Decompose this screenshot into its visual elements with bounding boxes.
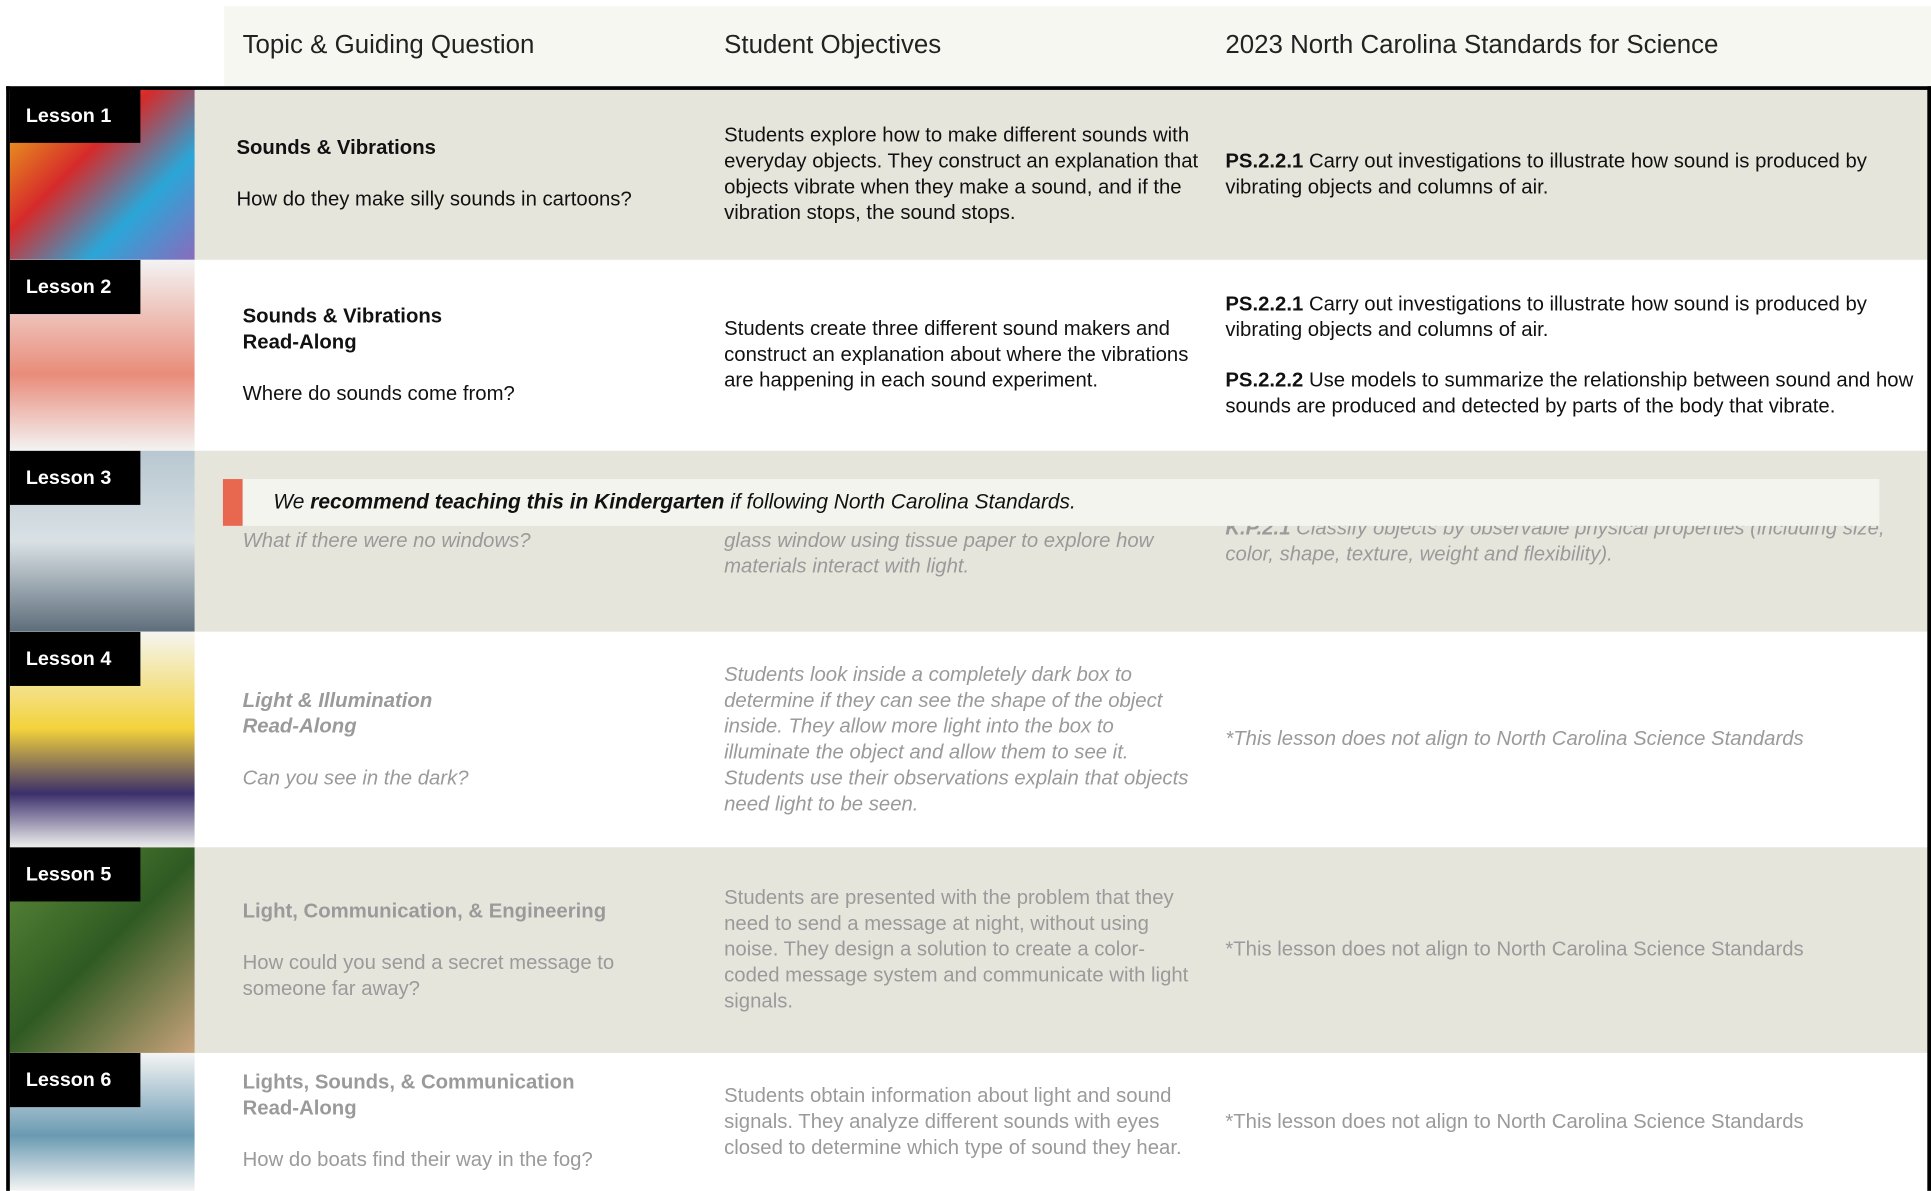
standard: PS.2.2.1 Carry out investigations to ill… <box>1225 148 1915 200</box>
standards-cell: *This lesson does not align to North Car… <box>1225 847 1915 1053</box>
topic-cell: Lights, Sounds, & Communication Read-Alon… <box>243 1053 699 1191</box>
alignment-note: *This lesson does not align to North Car… <box>1225 1110 1804 1133</box>
standards-cell: PS.2.2.1 Carry out investigations to ill… <box>1225 260 1915 451</box>
lesson-title: Sounds & Vibrations Read-Along <box>243 304 699 356</box>
standard-text: Use models to summarize the relationship… <box>1225 368 1914 417</box>
standards-cell: K.P.2.1 Classify objects by observable p… <box>1225 451 1915 632</box>
objectives-cell: cannot see through. Then they create a s… <box>724 451 1198 632</box>
topic-cell: Light & Illumination Read-Along Can you se… <box>243 632 699 848</box>
lesson-row: Lesson 3 What if there were no windows? ca… <box>6 450 1929 632</box>
objectives-cell: Students obtain information about light … <box>724 1053 1198 1191</box>
topic-cell: Light, Communication, & Engineering How c… <box>243 847 699 1053</box>
lesson-label: Lesson 5 <box>9 847 141 902</box>
standard-text: Carry out investigations to illustrate h… <box>1225 292 1867 341</box>
banner-bold: recommend teaching this in Kindergarten <box>310 490 725 514</box>
lesson-row: Lesson 6 Lights, Sounds, & Communication R… <box>6 1052 1929 1191</box>
banner-after: if following North Carolina Standards. <box>730 490 1076 514</box>
column-header: 2023 North Carolina Standards for Scienc… <box>1225 30 1719 60</box>
topic-cell: Sounds & Vibrations Read-Along Where do so… <box>243 260 699 451</box>
objectives: Students create three different sound ma… <box>724 317 1189 392</box>
standard-code: PS.2.2.2 <box>1225 368 1304 392</box>
lesson-row: Lesson 5 Light, Communication, & Engineer… <box>6 847 1929 1053</box>
header <box>224 6 1931 87</box>
topic-cell: Sounds & Vibrations How do they make sill… <box>236 89 692 260</box>
standards-cell: PS.2.2.1 Carry out investigations to ill… <box>1225 89 1915 260</box>
objectives-cell: Students look inside a completely dark b… <box>724 632 1198 848</box>
standards-cell: *This lesson does not align to North Car… <box>1225 632 1915 848</box>
standards-cell: *This lesson does not align to North Car… <box>1225 1053 1915 1191</box>
standard: PS.2.2.2 Use models to summarize the rel… <box>1225 368 1915 420</box>
objectives: Students obtain information about light … <box>724 1084 1182 1159</box>
lesson-title: Sounds & Vibrations <box>236 135 692 161</box>
lesson-label: Lesson 4 <box>9 631 141 686</box>
standard: PS.2.2.1 Carry out investigations to ill… <box>1225 291 1915 343</box>
lesson-label: Lesson 2 <box>9 259 141 315</box>
lesson-label: Lesson 1 <box>9 88 141 143</box>
title-line: Read-Along <box>242 330 357 353</box>
guiding-question: How do boats find their way in the fog? <box>242 1148 593 1172</box>
guiding-question: How do they make silly sounds in cartoon… <box>236 188 632 211</box>
alignment-note: *This lesson does not align to North Car… <box>1225 938 1804 961</box>
banner-before: We <box>273 490 305 514</box>
guiding-question: What if there were no windows? <box>242 529 531 552</box>
guiding-question: Where do sounds come from? <box>242 382 515 405</box>
standard-text: Carry out investigations to illustrate h… <box>1225 149 1867 198</box>
lesson-label: Lesson 3 <box>9 450 141 505</box>
title-line: Read-Along <box>242 714 357 738</box>
objectives: Students look inside a completely dark b… <box>724 663 1189 815</box>
objectives-cell: Students create three different sound ma… <box>724 260 1198 451</box>
lesson-title: Light & Illumination Read-Along <box>243 688 699 740</box>
guiding-question: Can you see in the dark? <box>242 766 469 789</box>
column-header: Student Objectives <box>724 30 942 60</box>
title-line: Read-Along <box>242 1097 357 1120</box>
standard-code: PS.2.2.1 <box>1225 292 1304 315</box>
title-line: Sounds & Vibrations <box>242 304 443 327</box>
objectives: Students explore how to make different s… <box>724 123 1199 224</box>
banner-text: We recommend teaching this in Kindergart… <box>273 490 1075 515</box>
banner: We recommend teaching this in Kindergart… <box>222 479 1880 526</box>
topic-cell: What if there were no windows? <box>243 451 699 632</box>
lesson-title: Light, Communication, & Engineering <box>243 898 699 924</box>
title-line: Light, Communication, & Engineering <box>242 899 607 922</box>
title-line: Sounds & Vibrations <box>236 136 436 159</box>
column-header: Topic & Guiding Question <box>242 30 535 60</box>
standard-code: PS.2.2.1 <box>1225 149 1304 172</box>
objectives-cell: Students explore how to make different s… <box>724 89 1198 260</box>
title-line: Lights, Sounds, & Communication <box>242 1071 575 1094</box>
alignment-note: *This lesson does not align to North Car… <box>1225 727 1804 750</box>
title-line: Light & Illumination <box>242 689 433 712</box>
lesson-row: Lesson 4 Light & Illumination Read-Along Ca… <box>6 631 1929 848</box>
lesson-title: Lights, Sounds, & Communication Read-Alon… <box>243 1070 699 1122</box>
guiding-question: How could you send a secret message to s… <box>242 951 615 1000</box>
objectives: Students are presented with the problem … <box>724 886 1189 1013</box>
lesson-label: Lesson 6 <box>9 1052 141 1108</box>
lesson-row: Lesson 1 Sounds & Vibrations How do they m… <box>6 88 1929 260</box>
lesson-row: Lesson 2 Sounds & Vibrations Read-Along Whe… <box>6 259 1929 451</box>
banner-accent <box>222 479 243 526</box>
objectives-cell: Students are presented with the problem … <box>724 847 1198 1053</box>
